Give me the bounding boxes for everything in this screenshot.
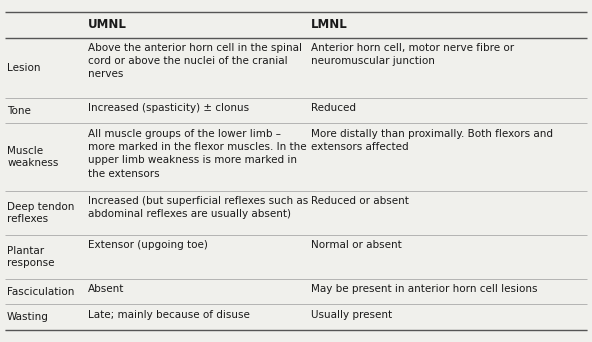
- Text: Above the anterior horn cell in the spinal
cord or above the nuclei of the crani: Above the anterior horn cell in the spin…: [88, 43, 301, 79]
- Text: Increased (spasticity) ± clonus: Increased (spasticity) ± clonus: [88, 103, 249, 114]
- Text: May be present in anterior horn cell lesions: May be present in anterior horn cell les…: [311, 285, 538, 294]
- Text: Extensor (upgoing toe): Extensor (upgoing toe): [88, 240, 207, 250]
- Text: Late; mainly because of disuse: Late; mainly because of disuse: [88, 310, 249, 320]
- Text: Absent: Absent: [88, 285, 124, 294]
- Text: Increased (but superficial reflexes such as
abdominal reflexes are usually absen: Increased (but superficial reflexes such…: [88, 196, 308, 220]
- Text: LMNL: LMNL: [311, 18, 348, 31]
- Text: UMNL: UMNL: [88, 18, 127, 31]
- Text: Anterior horn cell, motor nerve fibre or
neuromuscular junction: Anterior horn cell, motor nerve fibre or…: [311, 43, 514, 66]
- Text: All muscle groups of the lower limb –
more marked in the flexor muscles. In the
: All muscle groups of the lower limb – mo…: [88, 129, 306, 179]
- Text: Reduced or absent: Reduced or absent: [311, 196, 408, 206]
- Text: Usually present: Usually present: [311, 310, 392, 320]
- Text: Fasciculation: Fasciculation: [7, 287, 75, 297]
- Text: More distally than proximally. Both flexors and
extensors affected: More distally than proximally. Both flex…: [311, 129, 553, 152]
- Text: Tone: Tone: [7, 106, 31, 116]
- Text: Lesion: Lesion: [7, 63, 41, 73]
- Text: Deep tendon
reflexes: Deep tendon reflexes: [7, 202, 75, 224]
- Text: Plantar
response: Plantar response: [7, 246, 54, 268]
- Text: Wasting: Wasting: [7, 312, 49, 322]
- Text: Muscle
weakness: Muscle weakness: [7, 146, 59, 168]
- Text: Normal or absent: Normal or absent: [311, 240, 401, 250]
- Text: Reduced: Reduced: [311, 103, 356, 114]
